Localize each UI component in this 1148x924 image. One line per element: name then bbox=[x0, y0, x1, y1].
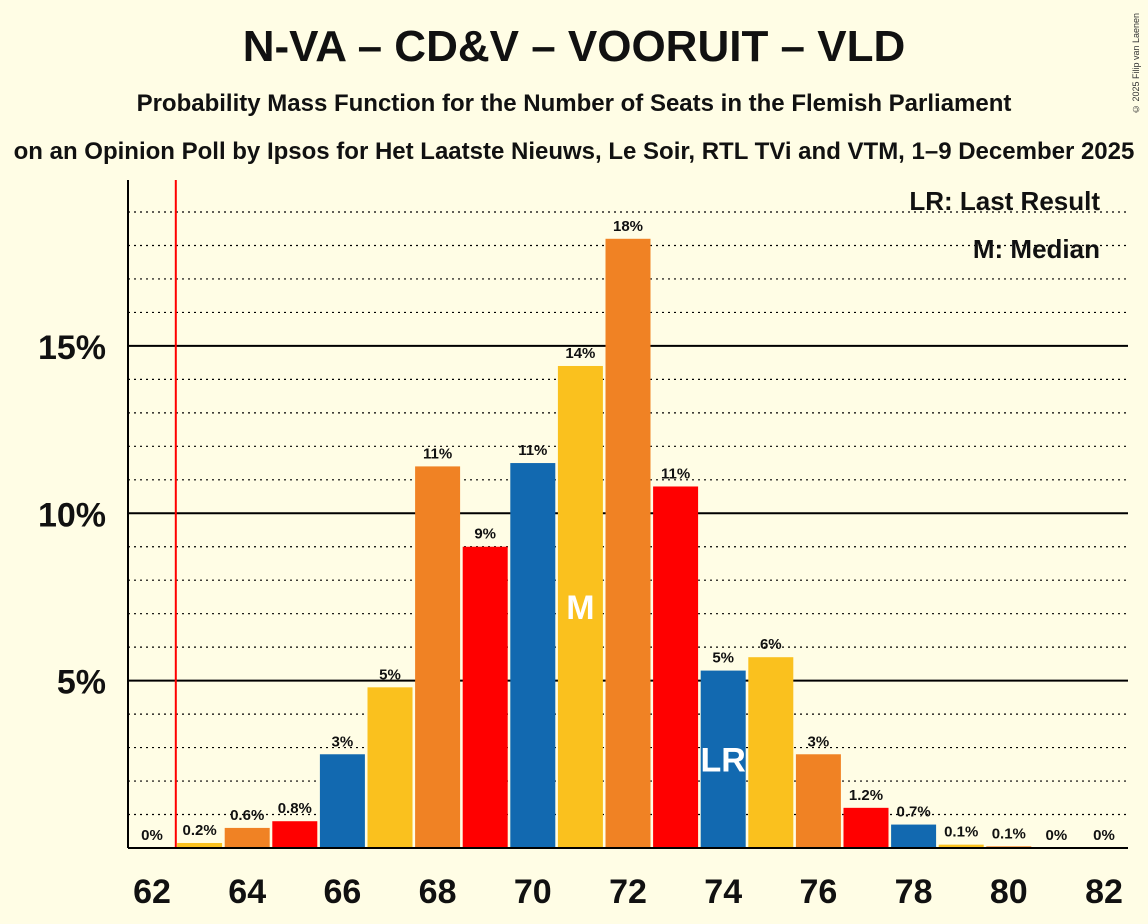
bar-label-68: 11% bbox=[423, 445, 452, 462]
bar-65 bbox=[272, 821, 318, 848]
x-tick-label: 66 bbox=[323, 873, 361, 911]
bar-label-76: 3% bbox=[808, 733, 830, 750]
x-tick-label: 78 bbox=[895, 873, 933, 911]
bar-labels: 0% 0.2% 0.6% 0.8% 3% 5% 11% 9% 11% 14% 18% 11% 5% 6% 3… bbox=[141, 218, 1115, 844]
bar-78 bbox=[891, 824, 937, 848]
bar-73 bbox=[653, 486, 699, 848]
bar-label-62: 0% bbox=[141, 827, 163, 844]
bar-72 bbox=[605, 238, 651, 849]
y-tick-label: 10% bbox=[38, 496, 106, 534]
bar-label-73: 11% bbox=[661, 465, 690, 482]
bar-68 bbox=[415, 466, 461, 848]
y-tick-label: 15% bbox=[38, 329, 106, 367]
bar-74 bbox=[700, 670, 746, 848]
bar-label-75: 6% bbox=[760, 636, 782, 653]
legend-median: M: Median bbox=[973, 234, 1100, 264]
bar-label-78: 0.7% bbox=[896, 804, 930, 821]
x-tick-label: 74 bbox=[704, 873, 742, 911]
bar-label-82: 0% bbox=[1093, 827, 1115, 844]
bar-label-81: 0% bbox=[1046, 827, 1068, 844]
bar-75 bbox=[748, 657, 794, 848]
bar-63 bbox=[177, 842, 223, 848]
x-tick-label: 68 bbox=[419, 873, 457, 911]
bar-label-65: 0.8% bbox=[278, 800, 312, 817]
bar-label-66: 3% bbox=[332, 733, 354, 750]
last-result-marker: LR bbox=[701, 741, 746, 779]
bar-77 bbox=[843, 807, 889, 848]
x-tick-label: 72 bbox=[609, 873, 647, 911]
markers: M LR bbox=[174, 180, 746, 848]
x-tick-label: 64 bbox=[228, 873, 266, 911]
bar-label-67: 5% bbox=[379, 666, 401, 683]
chart-source-line: on an Opinion Poll by Ipsos for Het Laat… bbox=[13, 138, 1135, 165]
bar-66 bbox=[319, 754, 365, 848]
x-tick-label: 80 bbox=[990, 873, 1028, 911]
bar-67 bbox=[367, 687, 413, 848]
bar-label-64: 0.6% bbox=[230, 807, 264, 824]
bar-64 bbox=[224, 827, 270, 848]
x-tick-label: 70 bbox=[514, 873, 552, 911]
median-marker: M bbox=[566, 589, 594, 627]
x-tick-label: 76 bbox=[799, 873, 837, 911]
chart-subtitle: Probability Mass Function for the Number… bbox=[136, 90, 1012, 117]
bar-71 bbox=[557, 365, 603, 848]
axes bbox=[127, 180, 1128, 849]
bar-69 bbox=[462, 546, 508, 848]
bar-label-63: 0.2% bbox=[182, 822, 216, 839]
bar-label-72: 18% bbox=[613, 218, 643, 235]
x-tick-label: 82 bbox=[1085, 873, 1123, 911]
tick-labels: 62 64 66 68 70 72 74 76 78 80 82 5% 10% 15% bbox=[38, 329, 1123, 911]
chart-title: N-VA – CD&V – VOORUIT – VLD bbox=[242, 22, 906, 71]
bar-label-71: 14% bbox=[565, 345, 595, 362]
bar-70 bbox=[510, 463, 556, 848]
legend-last-result: LR: Last Result bbox=[909, 186, 1100, 216]
bar-79 bbox=[938, 844, 984, 848]
bar-label-69: 9% bbox=[474, 526, 496, 543]
bar-76 bbox=[795, 754, 841, 848]
bar-label-70: 11% bbox=[518, 442, 547, 459]
bar-label-79: 0.1% bbox=[944, 824, 978, 841]
bars bbox=[177, 238, 1032, 849]
bar-label-77: 1.2% bbox=[849, 787, 883, 804]
x-tick-label: 62 bbox=[133, 873, 171, 911]
bar-label-74: 5% bbox=[712, 650, 734, 667]
bar-label-80: 0.1% bbox=[992, 825, 1026, 842]
y-tick-label: 5% bbox=[57, 664, 106, 702]
